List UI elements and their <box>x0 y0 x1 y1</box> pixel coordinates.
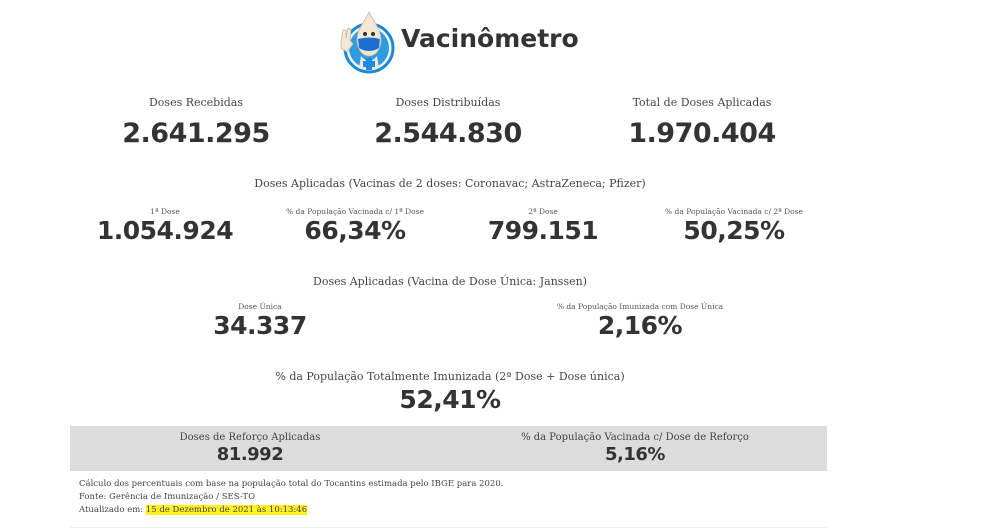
section-heading-single-dose: Doses Aplicadas (Vacina de Dose Única: J… <box>313 275 587 288</box>
header-logo: Vacinômetro <box>333 8 579 74</box>
stat-label: % da População Vacinada c/ 2ª Dose <box>665 207 803 216</box>
stat-pct-segunda-dose: % da População Vacinada c/ 2ª Dose 50,25… <box>636 207 832 245</box>
stat-value: 799.151 <box>487 216 599 245</box>
stat-label: Doses de Reforço Aplicadas <box>179 432 321 443</box>
footer-updated: Atualizado em: 15 de Dezembro de 2021 às… <box>79 504 503 517</box>
stat-value: 2.544.830 <box>374 118 522 149</box>
updated-timestamp: 15 de Dezembro de 2021 às 10:13:46 <box>145 505 308 515</box>
section-heading-two-dose: Doses Aplicadas (Vacinas de 2 doses: Cor… <box>254 177 646 190</box>
stat-pct-dose-unica: % da População Imunizada com Dose Única … <box>530 302 750 340</box>
stat-primeira-dose: 1ª Dose 1.054.924 <box>95 207 235 245</box>
stat-value: 5,16% <box>605 444 665 465</box>
footer-note: Cálculo dos percentuais com base na popu… <box>79 479 504 489</box>
stat-pct-primeira-dose: % da População Vacinada c/ 1ª Dose 66,34… <box>260 207 450 245</box>
stat-label: 2ª Dose <box>528 207 558 216</box>
stat-label: Doses Distribuídas <box>395 96 501 109</box>
stat-value: 66,34% <box>304 216 406 245</box>
booster-panel: Doses de Reforço Aplicadas 81.992 % da P… <box>70 426 827 471</box>
vaccine-drop-mascot-icon <box>340 11 395 74</box>
stat-value: 52,41% <box>399 385 501 414</box>
stat-segunda-dose: 2ª Dose 799.151 <box>478 207 608 245</box>
app-title: Vacinômetro <box>401 24 579 53</box>
stat-label: Total de Doses Aplicadas <box>632 96 772 109</box>
stat-label: % da População Imunizada com Dose Única <box>556 302 724 311</box>
stat-totalmente-imunizada: % da População Totalmente Imunizada (2ª … <box>250 370 650 414</box>
stat-value: 2.641.295 <box>122 118 270 149</box>
stat-value: 34.337 <box>213 311 307 340</box>
stat-value: 1.970.404 <box>628 118 776 149</box>
footer-source: Fonte: Gerência de Imunização / SES-TO <box>79 492 256 502</box>
stat-label: Dose Única <box>238 302 282 311</box>
stat-label: 1ª Dose <box>150 207 180 216</box>
stat-value: 81.992 <box>216 444 284 465</box>
stat-label: % da População Vacinada c/ 1ª Dose <box>286 207 424 216</box>
stat-label: Doses Recebidas <box>148 96 243 109</box>
stat-value: 1.054.924 <box>96 216 234 245</box>
stat-label: % da População Vacinada c/ Dose de Refor… <box>521 432 749 443</box>
stat-total-doses-aplicadas: Total de Doses Aplicadas 1.970.404 <box>602 96 802 149</box>
stat-value: 50,25% <box>683 216 785 245</box>
stat-pct-reforco: % da População Vacinada c/ Dose de Refor… <box>500 432 770 465</box>
stat-dose-unica: Dose Única 34.337 <box>200 302 320 340</box>
stat-value: 2,16% <box>597 311 683 340</box>
stat-doses-reforco: Doses de Reforço Aplicadas 81.992 <box>140 432 360 465</box>
stat-doses-recebidas: Doses Recebidas 2.641.295 <box>106 96 286 149</box>
stat-doses-distribuidas: Doses Distribuídas 2.544.830 <box>358 96 538 149</box>
updated-label: Atualizado em: <box>79 505 146 515</box>
divider <box>70 527 827 528</box>
stat-label: % da População Totalmente Imunizada (2ª … <box>275 370 625 383</box>
footer-notes: Cálculo dos percentuais com base na popu… <box>79 478 503 517</box>
